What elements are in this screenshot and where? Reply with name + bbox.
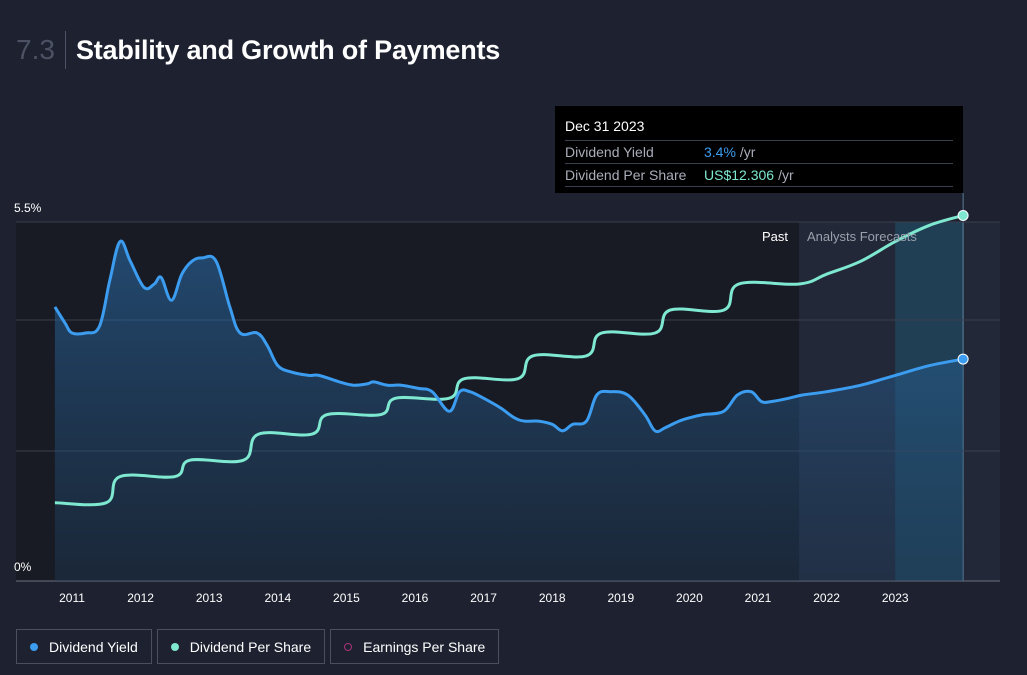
legend-yield-label: Dividend Yield (49, 638, 138, 655)
legend-earnings-per-share[interactable]: Earnings Per Share (330, 629, 500, 664)
x-tick-label: 2015 (333, 591, 360, 605)
x-tick-label: 2022 (813, 591, 840, 605)
tooltip-yield-value: 3.4% (704, 144, 736, 160)
dividend-yield-marker (957, 353, 969, 365)
y-tick-label: 0% (14, 560, 32, 574)
section-number: 7.3 (16, 31, 66, 69)
x-tick-label: 2014 (264, 591, 291, 605)
series-lines (53, 214, 964, 507)
section-header: 7.3 Stability and Growth of Payments (16, 30, 500, 70)
chart-tooltip: Dec 31 2023 Dividend Yield 3.4% /yr Divi… (555, 106, 963, 193)
tooltip-dps-unit: /yr (778, 167, 794, 183)
dividend-per-share-line (54, 214, 964, 507)
tooltip-dps-row: Dividend Per Share US$12.306 /yr (565, 164, 953, 187)
legend-dividend-yield[interactable]: Dividend Yield (16, 629, 152, 664)
x-tick-label: 2019 (607, 591, 634, 605)
legend-dps-label: Dividend Per Share (189, 638, 312, 655)
y-tick-label: 5.5% (14, 201, 42, 215)
forecast-label: Analysts Forecasts (807, 229, 917, 244)
tooltip-yield-label: Dividend Yield (565, 144, 654, 160)
yield-area (54, 241, 964, 581)
dividend-yield-dot-icon (30, 642, 38, 651)
past-label: Past (762, 229, 788, 244)
x-tick-label: 2023 (882, 591, 909, 605)
tooltip-yield-row: Dividend Yield 3.4% /yr (565, 141, 953, 164)
page-title: Stability and Growth of Payments (75, 34, 501, 65)
x-tick-label: 2018 (539, 591, 566, 605)
tooltip-date: Dec 31 2023 (565, 118, 953, 141)
legend-dividend-per-share[interactable]: Dividend Per Share (156, 629, 326, 664)
dividend-per-share-marker (957, 209, 969, 221)
x-tick-label: 2017 (470, 591, 497, 605)
tooltip-yield-unit: /yr (739, 144, 756, 160)
end-markers (957, 209, 969, 365)
x-tick-label: 2021 (745, 591, 772, 605)
legend-eps-label: Earnings Per Share (363, 638, 486, 655)
dividend-yield-area (54, 241, 964, 581)
dividend-per-share-dot-icon (170, 642, 179, 651)
axis-ticks: 5.5% 0% 2011 2012 2013 2014 2015 2016 2017 2018 20… (14, 201, 909, 605)
x-tick-label: 2013 (196, 591, 223, 605)
x-tick-label: 2011 (59, 591, 85, 605)
earnings-per-share-dot-icon (344, 642, 353, 651)
x-tick-label: 2016 (402, 591, 429, 605)
tooltip-dps-label: Dividend Per Share (565, 167, 687, 183)
chart-legend: Dividend Yield Dividend Per Share Earnin… (16, 629, 504, 664)
x-tick-label: 2012 (127, 591, 154, 605)
dividend-yield-line (53, 239, 964, 434)
x-tick-label: 2020 (676, 591, 703, 605)
region-labels: Past Analysts Forecasts (762, 229, 917, 244)
tooltip-dps-value: US$12.306 (704, 167, 775, 183)
